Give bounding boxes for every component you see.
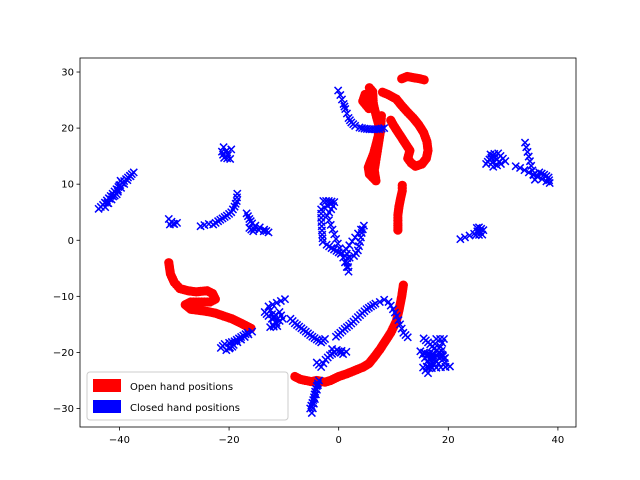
closed-hand-point [465,231,474,240]
closed-hand-point [460,233,470,242]
y-tick-label: 30 [61,68,74,79]
legend-label-closed: Closed hand positions [130,403,240,414]
closed-hand-point [371,299,380,308]
closed-hand-point [377,124,386,133]
y-tick-label: −30 [53,404,74,415]
closed-hand-point [403,333,412,342]
closed-hand-point [341,104,350,114]
closed-hand-point [331,234,341,244]
y-tick-label: 20 [61,124,74,135]
closed-hand-point [228,342,237,351]
closed-hand-point [540,170,549,179]
axes-frame [79,57,577,428]
y-tick-label: −20 [53,348,74,359]
closed-hand-point [307,408,316,418]
closed-hand-point [328,225,337,234]
closed-hand-point [344,267,353,276]
closed-hand-point [116,176,125,185]
closed-hand-point [339,99,348,109]
open-hand-point [398,280,408,290]
closed-hand-point [333,239,342,248]
legend-label-open: Open hand positions [130,382,233,393]
closed-hand-point [337,248,346,258]
closed-hand-point [326,220,335,230]
closed-hand-point [272,298,281,307]
legend: Open hand positions Closed hand position… [86,371,289,421]
closed-hand-point [259,227,268,236]
closed-hand-point [249,227,258,236]
closed-hand-point [165,220,175,229]
x-tick-label: 20 [442,435,455,446]
plot-points [94,71,554,418]
closed-hand-point [233,189,242,198]
closed-hand-point [340,102,349,111]
closed-hand-point [329,201,338,211]
legend-swatch-closed [93,400,121,413]
open-hand-point [397,180,407,190]
closed-hand-point [327,344,337,354]
x-tick-label: −20 [219,435,240,446]
closed-hand-point [103,198,112,208]
closed-hand-point [434,359,443,368]
closed-hand-point [375,297,384,307]
closed-hand-point [520,138,530,147]
x-tick-label: 40 [552,435,565,446]
y-tick-label: −10 [53,292,74,303]
legend-swatch-open [93,379,121,392]
y-tick-label: 10 [61,180,74,191]
x-tick-label: 0 [335,435,341,446]
closed-hand-point [227,145,236,154]
closed-hand-point [342,109,352,118]
x-tick-label: −40 [109,435,130,446]
series-closed [94,86,554,418]
closed-hand-point [511,162,520,171]
open-hand-point [376,111,387,121]
closed-hand-point [380,123,389,133]
closed-hand-point [101,203,110,212]
closed-hand-point [337,95,347,104]
closed-hand-point [537,169,546,178]
closed-hand-point [456,235,465,244]
closed-hand-point [470,229,479,238]
closed-hand-point [380,295,389,304]
x-axis-ticks: −40 −20 0 20 40 [109,427,564,446]
legend-box [86,371,289,421]
closed-hand-point [268,300,277,309]
closed-hand-point [264,302,273,311]
closed-hand-point [335,244,344,253]
closed-hand-point [339,253,348,262]
closed-hand-point [520,166,529,175]
closed-hand-point [350,121,360,130]
closed-hand-point [334,86,343,95]
closed-hand-point [330,230,339,239]
closed-hand-point [423,369,433,378]
closed-hand-point [276,296,285,306]
closed-hand-point [264,228,273,237]
closed-hand-point [342,262,351,272]
closed-hand-point [474,227,483,237]
y-tick-label: 0 [68,236,74,247]
closed-hand-point [340,258,350,267]
closed-hand-point [250,224,259,234]
closed-hand-point [280,295,290,304]
series-open [164,71,433,387]
open-hand-point [419,75,429,85]
closed-hand-point [515,163,525,173]
closed-hand-point [320,334,330,344]
y-axis-ticks: −30 −20 −10 0 10 20 30 [53,68,80,415]
closed-hand-point [336,90,345,100]
closed-hand-point [324,216,334,225]
closed-hand-point [501,157,510,166]
open-hand-point [386,115,396,125]
closed-hand-point [479,226,488,235]
